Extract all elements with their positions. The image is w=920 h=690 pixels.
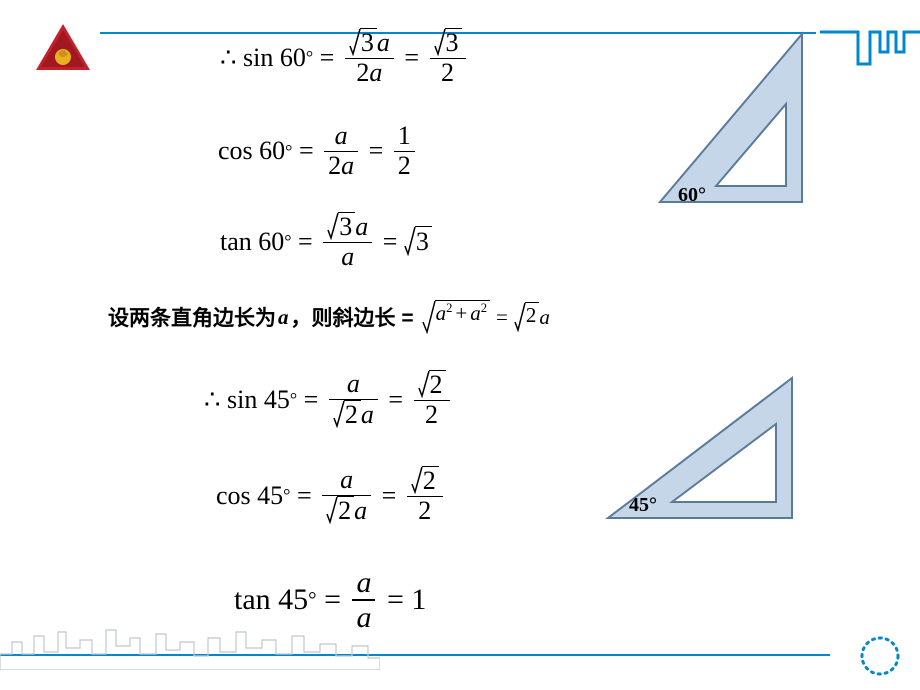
func-label: cos [218, 136, 253, 166]
angle-value: 45 [257, 481, 283, 511]
func-label: tan [220, 227, 252, 257]
triangle-60-icon [650, 28, 810, 208]
func-label: tan [234, 583, 271, 617]
angle-value: 60 [280, 43, 306, 73]
therefore-symbol: ∴ [220, 43, 243, 73]
eq-cos45: cos 45° = a 2a = 2 2 [216, 466, 447, 526]
angle-value: 45 [264, 385, 290, 415]
func-label: sin [243, 43, 273, 73]
eq-cos60: cos 60° = a 2a = 1 2 [218, 122, 419, 181]
func-label: cos [216, 481, 251, 511]
angle-value: 45 [278, 583, 308, 617]
skyline-decoration [0, 624, 380, 670]
eq-sin45: ∴ sin 45° = a 2a = 2 2 [204, 370, 454, 430]
func-label: sin [227, 385, 257, 415]
dotted-circle-icon [858, 634, 902, 678]
therefore-symbol: ∴ [204, 385, 227, 415]
angle-value: 60 [259, 136, 285, 166]
eq-tan60: tan 60° = 3a a = 3 [220, 212, 432, 272]
angle-value: 60 [258, 227, 284, 257]
logo-badge [36, 24, 90, 70]
eq-sin60: ∴ sin 60° = 3a 2a = 3 2 [220, 28, 470, 88]
triangle-45-label: 45° [629, 494, 657, 517]
header-ornament [820, 30, 920, 66]
hypotenuse-statement: 设两条直角边长为 a ，则斜边长 = a2+a2 = 2a [108, 300, 550, 334]
triangle-60-label: 60° [678, 184, 706, 207]
